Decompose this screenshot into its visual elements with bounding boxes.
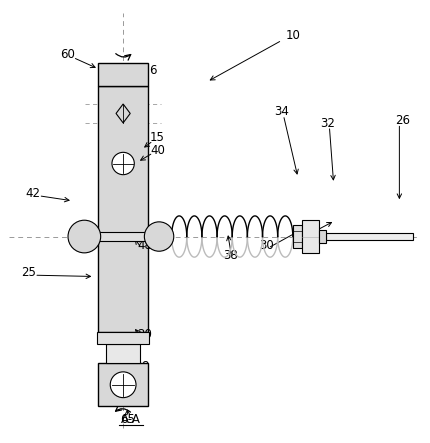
Text: 30: 30 [258,239,273,252]
Circle shape [68,220,101,253]
Text: 25: 25 [21,266,36,279]
Bar [318,229,326,243]
Bar [98,86,148,332]
Bar [98,62,148,86]
Bar [98,363,148,406]
Text: 32: 32 [320,117,335,130]
Text: 48: 48 [137,239,152,252]
Text: 65: 65 [120,413,135,427]
Bar [97,332,149,344]
Text: 36: 36 [295,227,310,240]
Bar [106,344,140,363]
Text: 42: 42 [25,187,40,200]
Bar [98,62,148,86]
Bar [292,225,301,249]
Bar [98,363,148,406]
Text: 8: 8 [141,360,148,373]
Text: A-A: A-A [121,413,141,427]
Text: 34: 34 [274,105,289,118]
Text: 20: 20 [137,327,152,341]
Bar [70,232,171,241]
Bar [301,221,318,253]
Text: 26: 26 [394,114,409,127]
Bar [326,233,412,240]
Text: 10: 10 [285,29,300,43]
Bar [98,86,148,332]
Circle shape [112,152,134,175]
Circle shape [110,372,136,398]
Text: 38: 38 [223,249,237,261]
Text: 6: 6 [149,64,157,77]
Text: 60: 60 [60,48,74,61]
Text: 40: 40 [150,144,165,157]
Circle shape [144,222,173,251]
Text: 15: 15 [150,131,165,144]
